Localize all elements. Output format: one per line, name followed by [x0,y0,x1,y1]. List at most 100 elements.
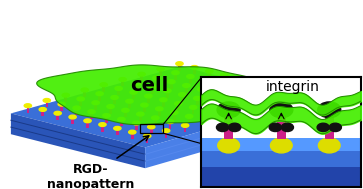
Bar [154,120,156,125]
Circle shape [148,125,155,129]
Bar [162,101,165,107]
Bar [71,119,74,124]
Circle shape [216,123,229,132]
Text: integrin: integrin [266,80,319,94]
Circle shape [176,62,183,66]
Circle shape [39,108,46,111]
Circle shape [187,75,194,78]
Bar [136,85,139,90]
Circle shape [137,112,144,116]
Bar [131,134,134,139]
Bar [121,81,124,86]
Bar [207,113,209,118]
Circle shape [138,72,145,76]
Bar [173,114,175,120]
Polygon shape [37,65,268,125]
Bar [98,95,101,101]
Bar [185,87,188,92]
Bar [277,117,286,139]
Bar [181,96,184,101]
Circle shape [217,82,224,86]
Bar [253,84,256,90]
Bar [124,112,127,117]
Bar [201,151,361,167]
Bar [76,110,78,115]
Circle shape [114,126,121,130]
Circle shape [238,108,246,112]
Bar [143,107,146,112]
Bar [109,108,112,114]
Text: cell: cell [130,76,168,94]
Circle shape [229,123,241,132]
Bar [193,69,196,74]
Circle shape [236,77,243,81]
Circle shape [130,90,137,94]
Circle shape [153,76,160,80]
Bar [201,138,361,151]
Bar [208,73,211,78]
Bar [60,106,63,111]
Circle shape [276,97,284,101]
Circle shape [77,97,84,101]
Circle shape [133,121,140,125]
Circle shape [69,115,76,119]
Polygon shape [11,66,309,147]
Bar [105,117,108,122]
Circle shape [318,138,340,153]
Circle shape [219,113,227,117]
Circle shape [171,111,178,115]
Bar [139,116,142,121]
Bar [151,89,154,94]
Circle shape [144,134,151,138]
Bar [238,81,240,86]
Bar [230,98,232,104]
Bar [264,97,266,102]
Circle shape [270,102,293,118]
Bar [41,111,44,116]
Circle shape [103,114,110,117]
Bar [222,117,224,122]
Circle shape [261,94,269,97]
Circle shape [24,104,32,108]
Circle shape [204,109,212,113]
Bar [45,102,48,107]
Bar [279,101,281,106]
Circle shape [145,94,152,98]
Circle shape [317,123,329,132]
Circle shape [119,77,126,81]
Circle shape [193,96,201,100]
Circle shape [54,111,61,115]
Bar [204,82,207,87]
Circle shape [281,123,293,132]
Bar [223,77,225,82]
Circle shape [242,99,250,102]
Circle shape [218,138,240,153]
Bar [268,88,270,93]
Bar [155,80,158,85]
Circle shape [73,106,80,110]
Bar [120,121,123,126]
Bar [203,122,205,127]
Bar [224,117,233,139]
Bar [147,98,150,103]
Circle shape [141,103,148,107]
Bar [283,92,285,97]
Bar [140,124,163,133]
Bar [196,100,199,105]
Circle shape [217,102,240,118]
Bar [117,90,120,95]
Circle shape [202,78,209,82]
Bar [128,103,131,108]
Circle shape [167,120,174,124]
Circle shape [88,110,95,114]
Circle shape [43,98,50,102]
Bar [178,65,181,71]
Bar [188,118,191,123]
Bar [140,76,143,81]
Bar [298,96,300,101]
Circle shape [81,88,88,92]
Bar [102,86,105,92]
Bar [101,126,104,132]
Circle shape [182,124,189,127]
Bar [201,167,361,187]
